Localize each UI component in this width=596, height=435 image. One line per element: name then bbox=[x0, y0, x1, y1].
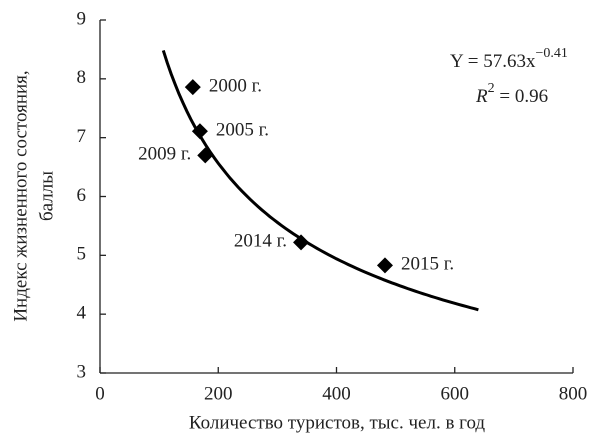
point bbox=[197, 147, 214, 164]
x-tick-label: 800 bbox=[559, 383, 588, 404]
point-label: 2014 г. bbox=[234, 231, 287, 252]
equation: Y = 57.63x−0.41 bbox=[450, 46, 568, 72]
y-tick-label: 9 bbox=[77, 8, 87, 29]
point bbox=[184, 79, 201, 96]
r-value: = 0.96 bbox=[495, 86, 548, 107]
point bbox=[376, 257, 393, 274]
point-label: 2005 г. bbox=[216, 120, 269, 141]
point bbox=[293, 234, 310, 251]
x-tick-label: 0 bbox=[95, 383, 105, 404]
y-tick-label: 5 bbox=[77, 244, 87, 265]
point bbox=[191, 123, 208, 140]
r-symbol: R bbox=[475, 86, 488, 107]
equation-exponent: −0.41 bbox=[535, 46, 567, 61]
y-tick-label: 7 bbox=[77, 126, 87, 147]
point-label: 2000 г. bbox=[209, 75, 262, 96]
y-axis-label: баллы bbox=[36, 171, 57, 221]
point-label: 2015 г. bbox=[401, 254, 454, 275]
y-tick-label: 3 bbox=[77, 361, 87, 382]
r-squared: R2 = 0.96 bbox=[475, 81, 548, 107]
r-power: 2 bbox=[488, 81, 495, 96]
point-label: 2009 г. bbox=[138, 144, 191, 165]
x-tick-label: 200 bbox=[204, 383, 233, 404]
y-axis-label: Индекс жизненного состояния, bbox=[10, 70, 31, 321]
x-axis-label: Количество туристов, тыс. чел. в год bbox=[189, 412, 486, 433]
x-tick-label: 600 bbox=[441, 383, 470, 404]
equation-text: Y = 57.63x bbox=[450, 51, 536, 72]
fit-curve bbox=[161, 49, 479, 312]
x-tick-label: 400 bbox=[322, 383, 351, 404]
y-tick-label: 4 bbox=[77, 303, 87, 324]
y-tick-label: 8 bbox=[77, 67, 87, 88]
y-tick-label: 6 bbox=[77, 185, 87, 206]
